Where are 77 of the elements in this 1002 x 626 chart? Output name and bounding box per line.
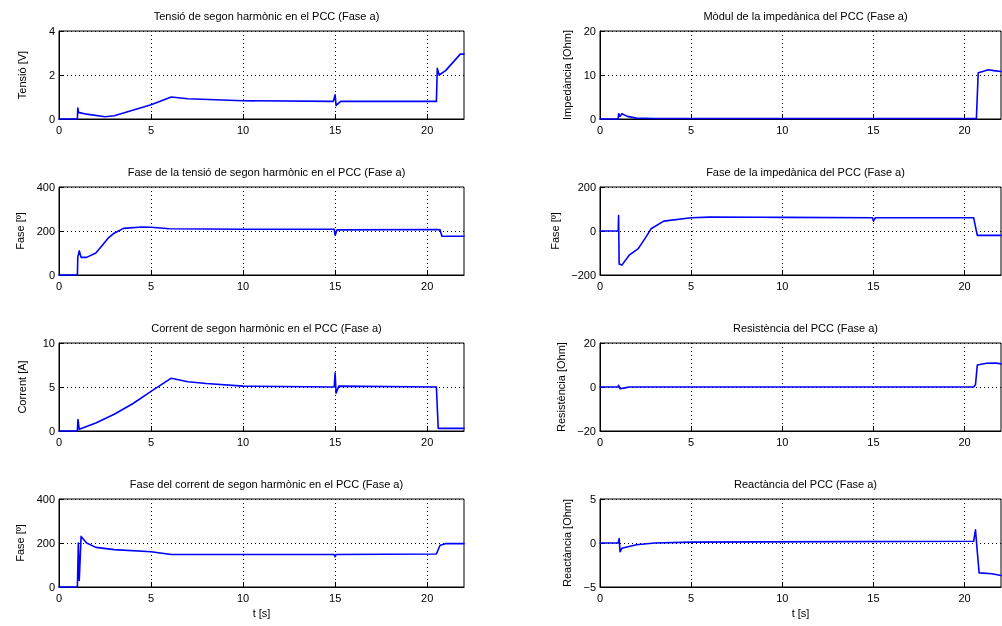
x-tick-label: 15 [329, 591, 342, 604]
line-series [599, 529, 1002, 577]
y-axis-title: Tensió [V] [15, 50, 28, 100]
y-tick-label: 2 [48, 69, 55, 81]
x-tick-label: 10 [776, 279, 789, 292]
y-tick-label: −20 [577, 425, 596, 437]
x-tick-label: 15 [329, 435, 342, 448]
y-tick-label: 0 [589, 113, 596, 125]
chart-title: Reactància del PCC (Fase a) [733, 477, 878, 490]
y-tick-label: 0 [589, 537, 596, 549]
y-tick-label: 200 [577, 181, 596, 193]
x-tick-label: 5 [147, 123, 155, 136]
y-axis-title: Fase [º] [14, 212, 27, 250]
chart-title: Fase de la tensió de segon harmònic en el PCC (Fase a) [127, 165, 406, 178]
y-tick-label: 200 [36, 537, 55, 549]
x-tick-label: 20 [421, 123, 434, 136]
y-tick-label: 0 [48, 269, 55, 281]
x-tick-label: 15 [329, 123, 342, 136]
x-tick-label: 20 [958, 591, 971, 604]
y-tick-label: 0 [589, 381, 596, 393]
x-tick-label: 5 [147, 591, 155, 604]
x-axis-title: t [s] [791, 607, 810, 620]
y-axis-title: Resistència [Ohm] [554, 342, 567, 432]
x-tick-label: 20 [958, 279, 971, 292]
chart-title: Fase del corrent de segon harmònic en el PCC (Fase a) [129, 477, 404, 490]
x-tick-label: 10 [236, 279, 250, 292]
y-axis-title: Reactància [Ohm] [561, 498, 574, 588]
y-tick-label: 20 [583, 25, 596, 37]
y-tick-label: 10 [583, 69, 596, 81]
y-tick-label: −5 [583, 581, 596, 593]
chart-title: Fase de la impedànica del PCC (Fase a) [706, 165, 905, 178]
x-tick-label: 10 [236, 435, 250, 448]
y-tick-label: 0 [48, 581, 55, 593]
line-series [599, 362, 1002, 390]
x-tick-label: 5 [688, 435, 695, 448]
chart-title: Tensió de segon harmònic en el PCC (Fase a) [153, 9, 380, 22]
y-tick-label: 5 [48, 381, 55, 393]
x-tick-label: 10 [236, 591, 250, 604]
x-tick-label: 10 [236, 123, 250, 136]
x-tick-label: 15 [867, 435, 880, 448]
chart-title: Resistència del PCC (Fase a) [733, 321, 878, 334]
x-tick-label: 20 [958, 435, 971, 448]
x-tick-label: 20 [421, 591, 434, 604]
y-tick-label: 20 [583, 337, 596, 349]
y-axis-title: Fase [º] [14, 524, 27, 562]
y-tick-label: 0 [48, 113, 55, 125]
chart-title: Corrent de segon harmònic en el PCC (Fase a) [151, 321, 382, 334]
y-tick-label: 400 [36, 181, 55, 193]
y-tick-label: 5 [589, 493, 596, 505]
y-tick-label: 400 [36, 493, 55, 505]
x-tick-label: 20 [421, 279, 434, 292]
y-tick-label: 0 [48, 425, 55, 437]
y-tick-label: −200 [571, 269, 596, 281]
y-tick-label: 10 [42, 337, 55, 349]
y-axis-title: Impedància [Ohm] [561, 30, 574, 120]
x-tick-label: 10 [776, 591, 789, 604]
x-tick-label: 5 [147, 435, 155, 448]
chart-title: Mòdul de la impedànica del PCC (Fase a) [703, 9, 908, 22]
x-tick-label: 15 [867, 123, 880, 136]
x-tick-label: 5 [688, 279, 695, 292]
y-tick-label: 200 [36, 225, 55, 237]
x-tick-label: 5 [147, 279, 155, 292]
x-tick-label: 15 [329, 279, 342, 292]
y-axis-title: Corrent [A] [15, 360, 28, 414]
x-tick-label: 5 [688, 123, 695, 136]
y-tick-label: 4 [48, 25, 55, 37]
x-tick-label: 20 [421, 435, 434, 448]
line-series [599, 214, 1002, 266]
y-axis-title: Fase [º] [548, 212, 561, 250]
x-tick-label: 10 [776, 123, 789, 136]
x-tick-label: 15 [867, 591, 880, 604]
x-tick-label: 10 [776, 435, 789, 448]
x-axis-title: t [s] [252, 607, 271, 620]
x-tick-label: 20 [958, 123, 971, 136]
x-tick-label: 15 [867, 279, 880, 292]
x-tick-label: 5 [688, 591, 695, 604]
y-tick-label: 0 [589, 225, 596, 237]
